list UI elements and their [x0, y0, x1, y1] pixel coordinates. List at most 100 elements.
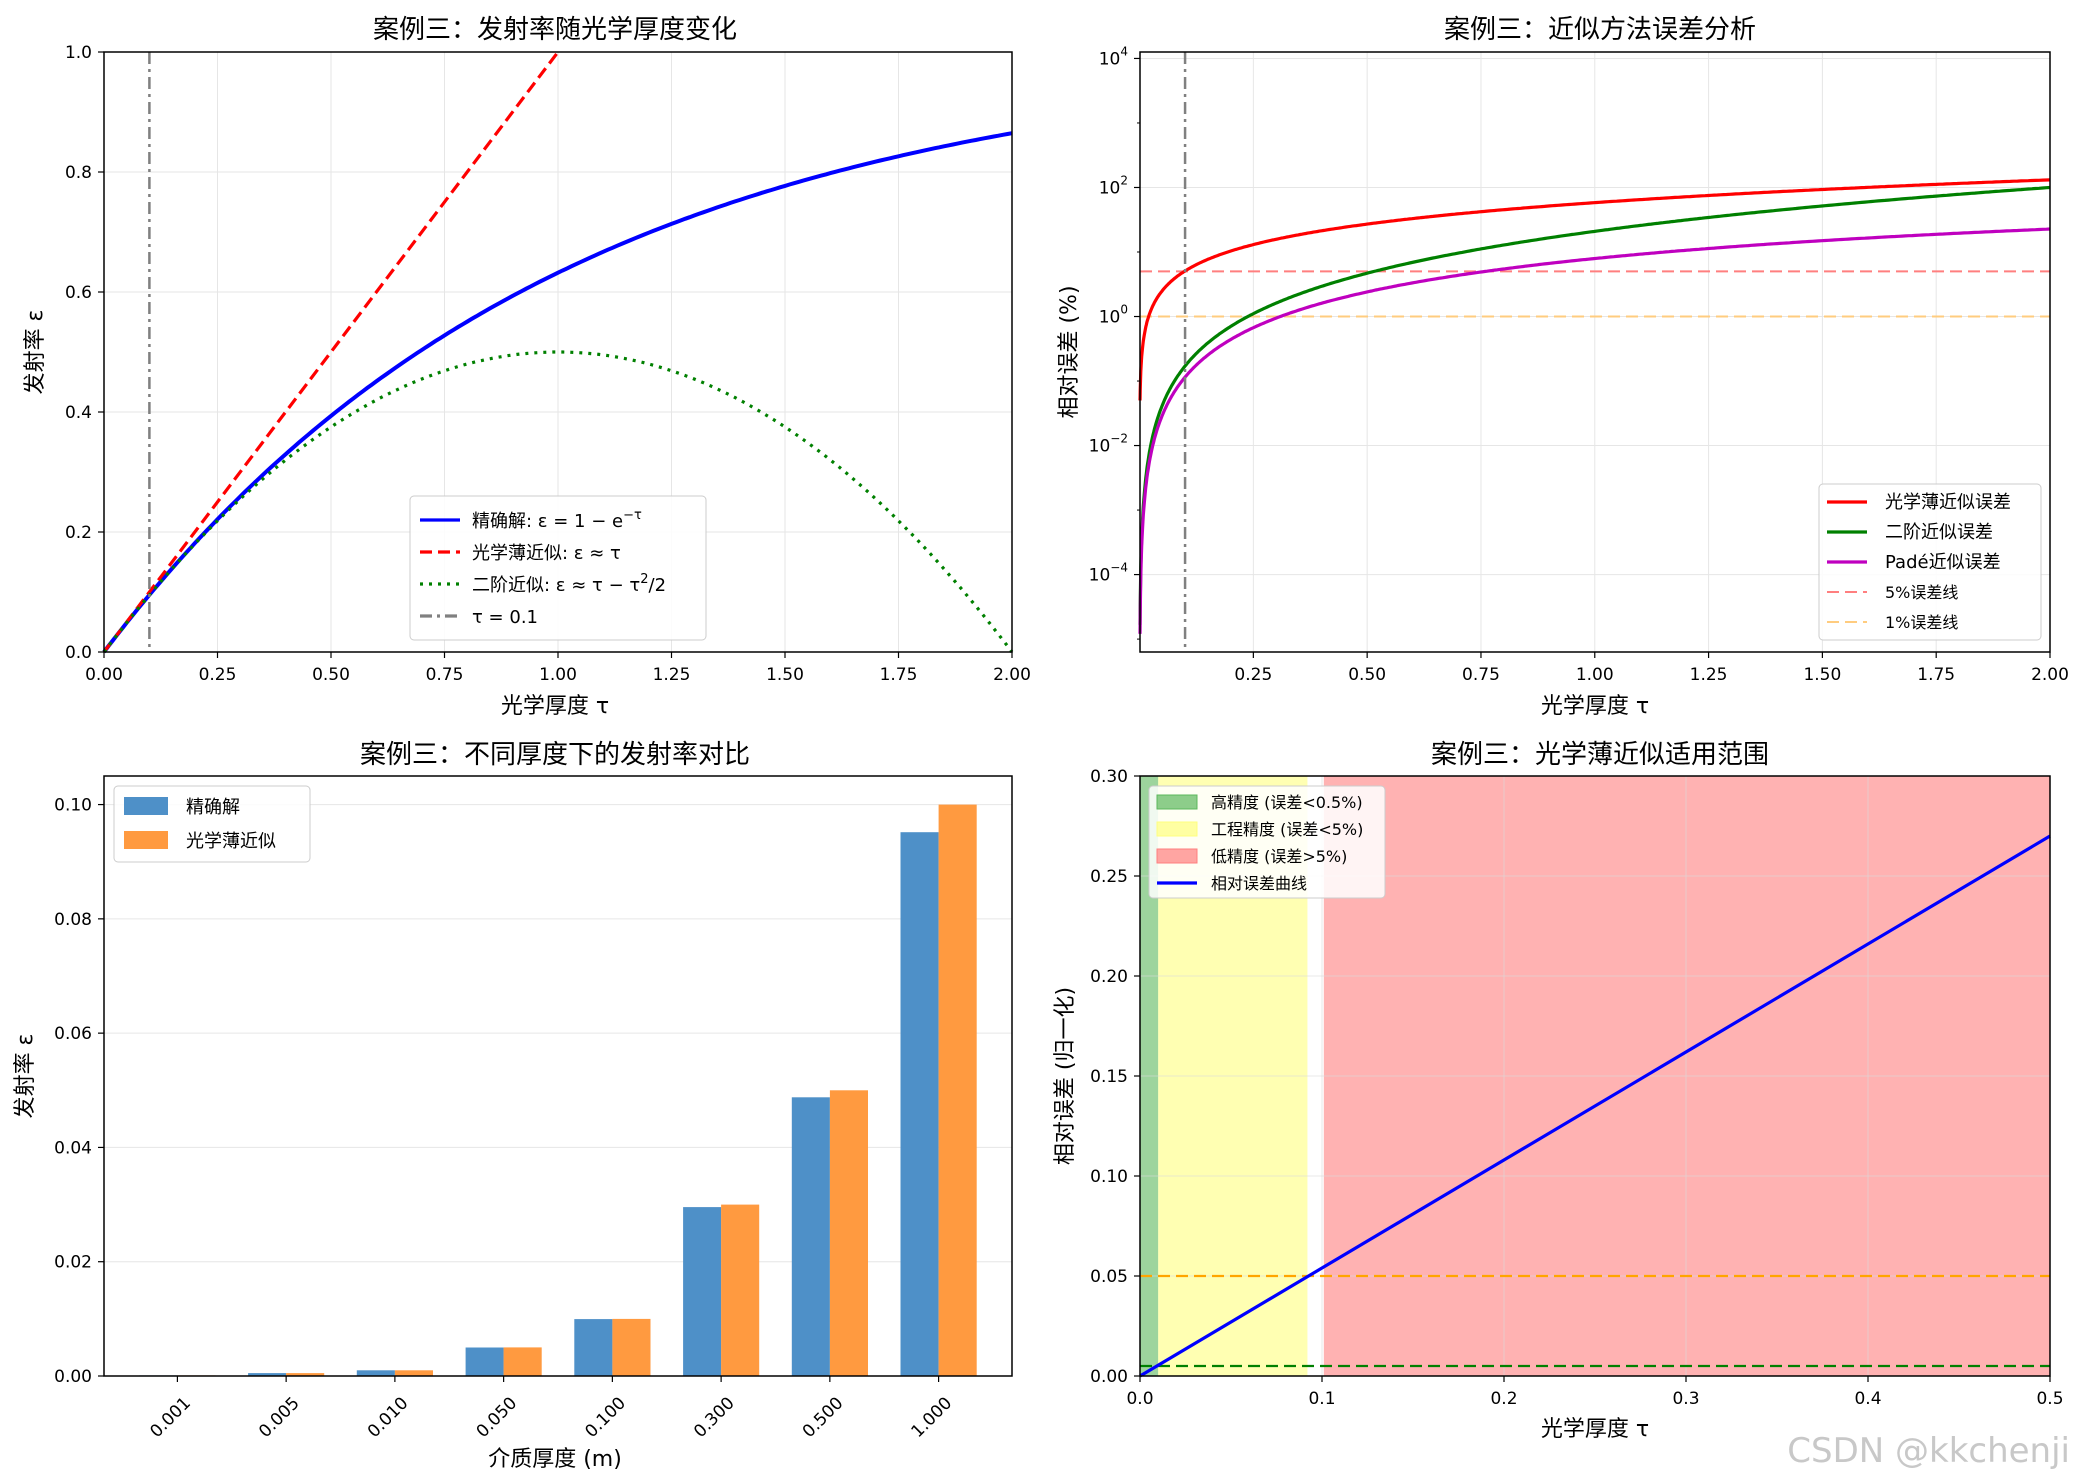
chart4-legend-swatch [1156, 794, 1198, 810]
chart1-xtick-label: 0.00 [85, 665, 123, 685]
chart3-bar [286, 1373, 325, 1376]
chart3-bar [612, 1318, 651, 1376]
chart3-ytick-label: 0.08 [54, 910, 92, 930]
chart2-xtick-label: 0.75 [1462, 665, 1500, 685]
chart1-ytick-label: 0.2 [65, 523, 92, 543]
chart4-xtick-label: 0.0 [1126, 1389, 1153, 1409]
panel-bar-comparison: 案例三：不同厚度下的发射率对比 0.00 0.02 0.04 0.06 0.08 0.10… [13, 740, 1013, 1472]
chart2-ytick-label: 100 [1099, 303, 1128, 328]
chart1-xtick-label: 1.50 [766, 665, 804, 685]
chart4-ytick-label: 0.20 [1090, 967, 1128, 987]
chart4-xtick-label: 0.4 [1854, 1389, 1881, 1409]
chart1-ytick-label: 0.6 [65, 283, 92, 303]
chart3-xtick-label: 1.000 [908, 1393, 957, 1442]
chart4-ytick-label: 0.25 [1090, 867, 1128, 887]
chart3-bar [248, 1373, 287, 1376]
chart1-xtick-label: 0.75 [426, 665, 464, 685]
chart3-xtick-label: 0.100 [581, 1393, 630, 1442]
chart1-legend: 精确解: ε = 1 − e−τ 光学薄近似: ε ≈ τ 二阶近似: ε ≈ τ … [409, 495, 707, 641]
chart4-series-line [1139, 834, 2051, 1378]
chart3-bar [574, 1319, 613, 1376]
chart4-legend-label: 低精度 (误差>5%) [1211, 847, 1347, 866]
chart2-legend-label: 1%误差线 [1885, 613, 1958, 632]
chart2-legend-label: 二阶近似误差 [1885, 522, 1993, 543]
chart2-series-line [1138, 178, 2051, 401]
chart2-ytick-label: 10−4 [1089, 561, 1128, 586]
chart3-legend-label: 精确解 [186, 797, 240, 818]
chart1-xtick-label: 1.75 [880, 665, 918, 685]
panel-error-analysis: 案例三：近似方法误差分析 0.25 0.50 0.75 1.00 1.25 1.50 1.7… [1057, 15, 2069, 719]
chart2-legend-label: 光学薄近似误差 [1885, 492, 2011, 513]
chart4-legend-label: 工程精度 (误差<5%) [1211, 820, 1363, 839]
chart4-legend-box [1148, 785, 1386, 899]
chart4-legend-swatch [1156, 821, 1198, 837]
chart3-xtick-label: 0.001 [146, 1393, 195, 1442]
chart1-series-line [102, 131, 1013, 654]
chart3-xtick-label: 0.010 [364, 1393, 413, 1442]
chart4-legend: 高精度 (误差<0.5%) 工程精度 (误差<5%) 低精度 (误差>5%) 相对误差… [1148, 785, 1386, 899]
chart1-xlabel: 光学厚度 τ [501, 694, 609, 719]
chart1-series-line [102, 350, 1014, 653]
watermark-text: CSDN @kkchenji [1787, 1431, 2070, 1471]
chart3-ytick-label: 0.06 [54, 1024, 92, 1044]
chart3-bar [394, 1370, 433, 1376]
chart4-legend-label: 相对误差曲线 [1211, 874, 1307, 893]
chart2-xtick-label: 1.75 [1917, 665, 1955, 685]
chart4-xtick-label: 0.1 [1308, 1389, 1335, 1409]
chart3-xtick-label: 0.300 [690, 1393, 739, 1442]
panel-emissivity-vs-thickness: 案例三：发射率随光学厚度变化 0.00 0.25 0.50 0.75 1.00 1.25 1… [23, 15, 1031, 719]
chart2-xtick-label: 0.25 [1234, 665, 1272, 685]
chart3-bar [356, 1370, 395, 1376]
chart4-title: 案例三：光学薄近似适用范围 [1431, 740, 1769, 770]
chart2-xtick-label: 1.00 [1576, 665, 1614, 685]
chart3-ytick-label: 0.00 [54, 1367, 92, 1387]
chart3-bar [900, 832, 939, 1376]
chart3-ytick-label: 0.02 [54, 1253, 92, 1273]
chart4-legend-swatch [1156, 848, 1198, 864]
chart1-ylabel: 发射率 ε [23, 310, 48, 395]
chart1-title: 案例三：发射率随光学厚度变化 [373, 15, 737, 45]
chart2-legend-label: Padé近似误差 [1885, 552, 2001, 573]
chart3-legend-label: 光学薄近似 [186, 831, 276, 852]
chart1-xtick-label: 0.25 [199, 665, 237, 685]
chart3-ytick-label: 0.04 [54, 1138, 92, 1158]
chart3-bar [465, 1347, 504, 1376]
chart1-ytick-label: 1.0 [65, 43, 92, 63]
chart4-ylabel: 相对误差 (归一化) [1053, 987, 1078, 1165]
chart2-xtick-label: 0.50 [1348, 665, 1386, 685]
chart4-xtick-label: 0.3 [1672, 1389, 1699, 1409]
chart2-series-line [1138, 227, 2051, 634]
chart1-legend-label: 光学薄近似: ε ≈ τ [472, 543, 621, 564]
chart3-bar [791, 1097, 830, 1376]
chart4-ytick-label: 0.00 [1090, 1367, 1128, 1387]
chart2-xtick-label: 2.00 [2031, 665, 2069, 685]
chart1-ytick-label: 0.4 [65, 403, 92, 423]
chart3-title: 案例三：不同厚度下的发射率对比 [360, 740, 750, 770]
chart2-ytick-label: 102 [1099, 173, 1128, 198]
chart1-legend-label: 精确解: ε = 1 − e−τ [472, 508, 642, 532]
panel-applicability-range: 案例三：光学薄近似适用范围 0.0 0.1 0.2 0.3 0.4 0.5 0.00 0.05… [1053, 740, 2064, 1442]
chart3-xtick-label: 0.050 [473, 1393, 522, 1442]
chart4-ytick-label: 0.30 [1090, 767, 1128, 787]
chart4-ytick-label: 0.10 [1090, 1167, 1128, 1187]
chart3-xlabel: 介质厚度 (m) [488, 1447, 622, 1472]
chart3-bar [721, 1204, 760, 1376]
chart1-xtick-label: 0.50 [312, 665, 350, 685]
chart2-ytick-label: 10−2 [1089, 432, 1128, 457]
chart1-legend-box [409, 495, 707, 641]
chart3-legend-swatch [124, 797, 168, 815]
chart4-xtick-label: 0.2 [1490, 1389, 1517, 1409]
chart2-legend-label: 5%误差线 [1885, 583, 1958, 602]
chart3-frame [103, 775, 1013, 1377]
chart2-xtick-label: 1.50 [1803, 665, 1841, 685]
chart3-bar [938, 804, 977, 1376]
chart2-xtick-label: 1.25 [1690, 665, 1728, 685]
chart4-ytick-label: 0.15 [1090, 1067, 1128, 1087]
chart1-xtick-label: 1.00 [539, 665, 577, 685]
chart2-ylabel: 相对误差 (%) [1057, 285, 1082, 418]
chart2-legend-box [1818, 483, 2042, 641]
chart1-xtick-label: 2.00 [993, 665, 1031, 685]
